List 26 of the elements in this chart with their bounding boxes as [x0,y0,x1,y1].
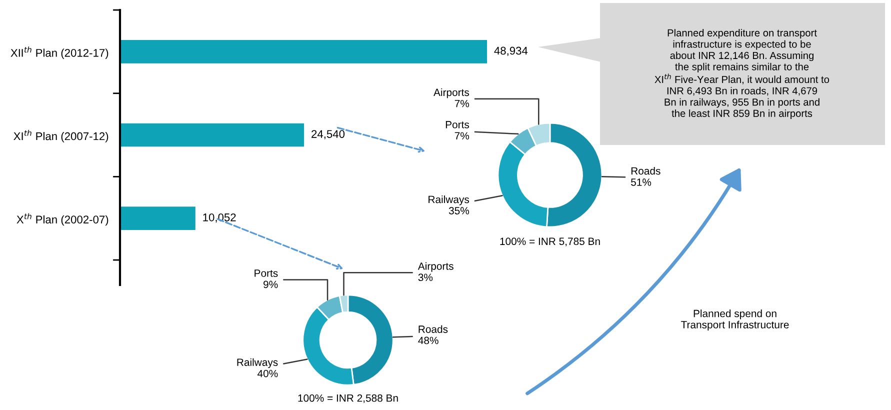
y-tick-label: X$^{th}$ Plan (2002-07) [16,213,108,226]
data-label: 48,934 [494,46,528,56]
slice-label: Ports [446,121,470,128]
data-label: 10,052 [203,213,236,223]
text: Planned expenditure on transport infrastructure is expected to be about INR 12,146 Bn. Assuming the split remains similar to the XI$^{th}$ Five-Year Plan, it would amount to INR 6,493 Bn in roads, INR 4,679 Bn in railways, 955 Bn in ports and the least INR 859 Bn in airports [654,29,830,119]
data-label: 3% [418,274,433,282]
slice-label: Railways [237,358,278,368]
data-label: 51% [631,178,652,186]
slice-label: Roads [631,166,660,175]
data-label: 48% [418,336,438,344]
text: 100% = INR 2,588 Bn [298,394,398,403]
y-tick-label: XI$^{th}$ Plan (2007-12) [14,130,108,142]
data-label: 40% [257,370,278,378]
slice-label: Railways [428,196,470,206]
data-label: 7% [454,132,470,140]
text: Planned spend on Transport Infrastructure [681,310,789,330]
slice-label: Airports [434,88,470,98]
slice-label: Airports [418,262,454,272]
slice-label: Ports [254,270,278,277]
data-label: 35% [448,207,470,214]
slice-label: Roads [418,325,448,333]
text: 100% = INR 5,785 Bn [500,238,600,246]
data-label: 7% [454,100,470,108]
data-label: 24,540 [312,130,345,140]
data-label: 9% [264,280,278,288]
y-tick-label: XII$^{th}$ Plan (2012-17) [10,46,108,60]
